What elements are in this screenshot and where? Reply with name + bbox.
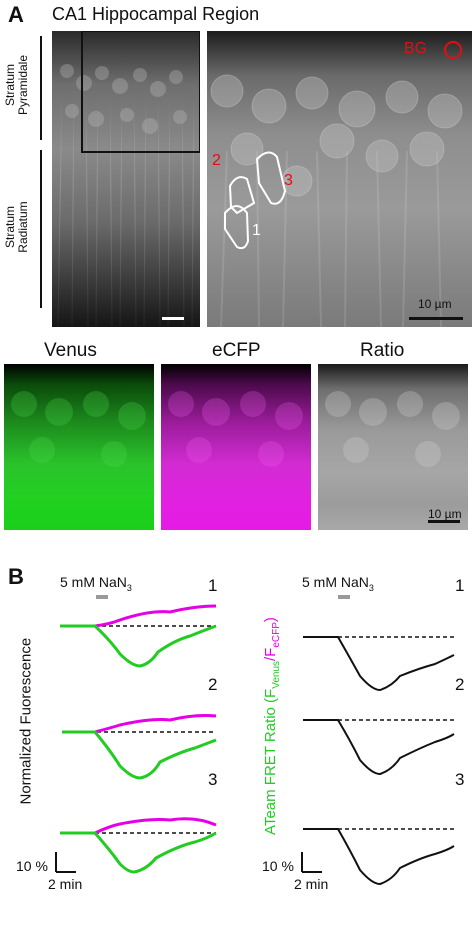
- right-scale-y-label: 10 %: [262, 858, 294, 874]
- left-trace-2: [62, 714, 217, 780]
- left-trace-3: [60, 817, 217, 874]
- left-stim-bar: [96, 595, 108, 599]
- ecfp-label: eCFP: [212, 340, 261, 361]
- zoomed-texture: [210, 41, 463, 327]
- ratio-label: Ratio: [360, 340, 405, 361]
- overview-image: [52, 31, 200, 327]
- roi-3-label: 3: [284, 172, 293, 189]
- left-trace-1-label: 1: [208, 576, 218, 595]
- overview-scale-bar: [162, 317, 184, 320]
- right-trace-3: [303, 828, 455, 886]
- left-trace-2-label: 2: [208, 675, 218, 694]
- right-trace-3-label: 3: [455, 770, 465, 789]
- roi-3-outline: [255, 151, 287, 205]
- ratio-scale-bar: [428, 520, 460, 523]
- left-scale-y-label: 10 %: [16, 858, 48, 874]
- venus-image: [4, 364, 154, 530]
- roi-2-label: 2: [212, 152, 221, 169]
- left-trace-3-label: 3: [208, 770, 218, 789]
- pyramidale-bracket: [40, 36, 42, 140]
- panel-a-title: CA1 Hippocampal Region: [52, 4, 260, 24]
- roi-2-outline: [228, 176, 256, 215]
- traces-svg: [55, 595, 455, 886]
- left-trace-1: [60, 604, 217, 668]
- left-scale-x-label: 2 min: [48, 876, 83, 892]
- right-scale-x-label: 2 min: [294, 876, 329, 892]
- bg-label: BG: [404, 40, 428, 57]
- ecfp-image: [161, 364, 311, 530]
- right-trace-1-label: 1: [455, 576, 465, 595]
- ratio-image: [318, 364, 468, 530]
- stratum-pyramidale-label: Stratum Pyramidale: [3, 54, 30, 116]
- stratum-radiatum-label: Stratum Radiatum: [3, 201, 30, 253]
- right-stim-label: 5 mM NaN3: [302, 574, 374, 593]
- overview-texture: [57, 31, 200, 327]
- venus-label: Venus: [44, 340, 97, 361]
- right-scale-bar: [301, 852, 322, 873]
- zoom-region-box: [81, 31, 200, 153]
- panel-b-letter: B: [8, 564, 24, 589]
- panel-a-letter: A: [8, 2, 24, 27]
- right-trace-2-label: 2: [455, 675, 465, 694]
- right-stim-bar: [338, 595, 350, 599]
- roi-1-label: 1: [252, 222, 261, 239]
- ratio-scale-label: 10 µm: [428, 507, 462, 521]
- left-scale-bar: [55, 852, 76, 873]
- left-stim-label: 5 mM NaN3: [60, 574, 132, 593]
- zoomed-image: [207, 31, 472, 327]
- right-trace-2: [303, 719, 455, 776]
- roi-1-outline: [224, 205, 250, 250]
- right-trace-1: [303, 636, 455, 692]
- bg-roi-circle: [444, 41, 462, 59]
- zoomed-scale-label: 10 µm: [418, 297, 452, 311]
- radiatum-bracket: [40, 150, 42, 308]
- zoomed-scale-bar: [409, 317, 463, 320]
